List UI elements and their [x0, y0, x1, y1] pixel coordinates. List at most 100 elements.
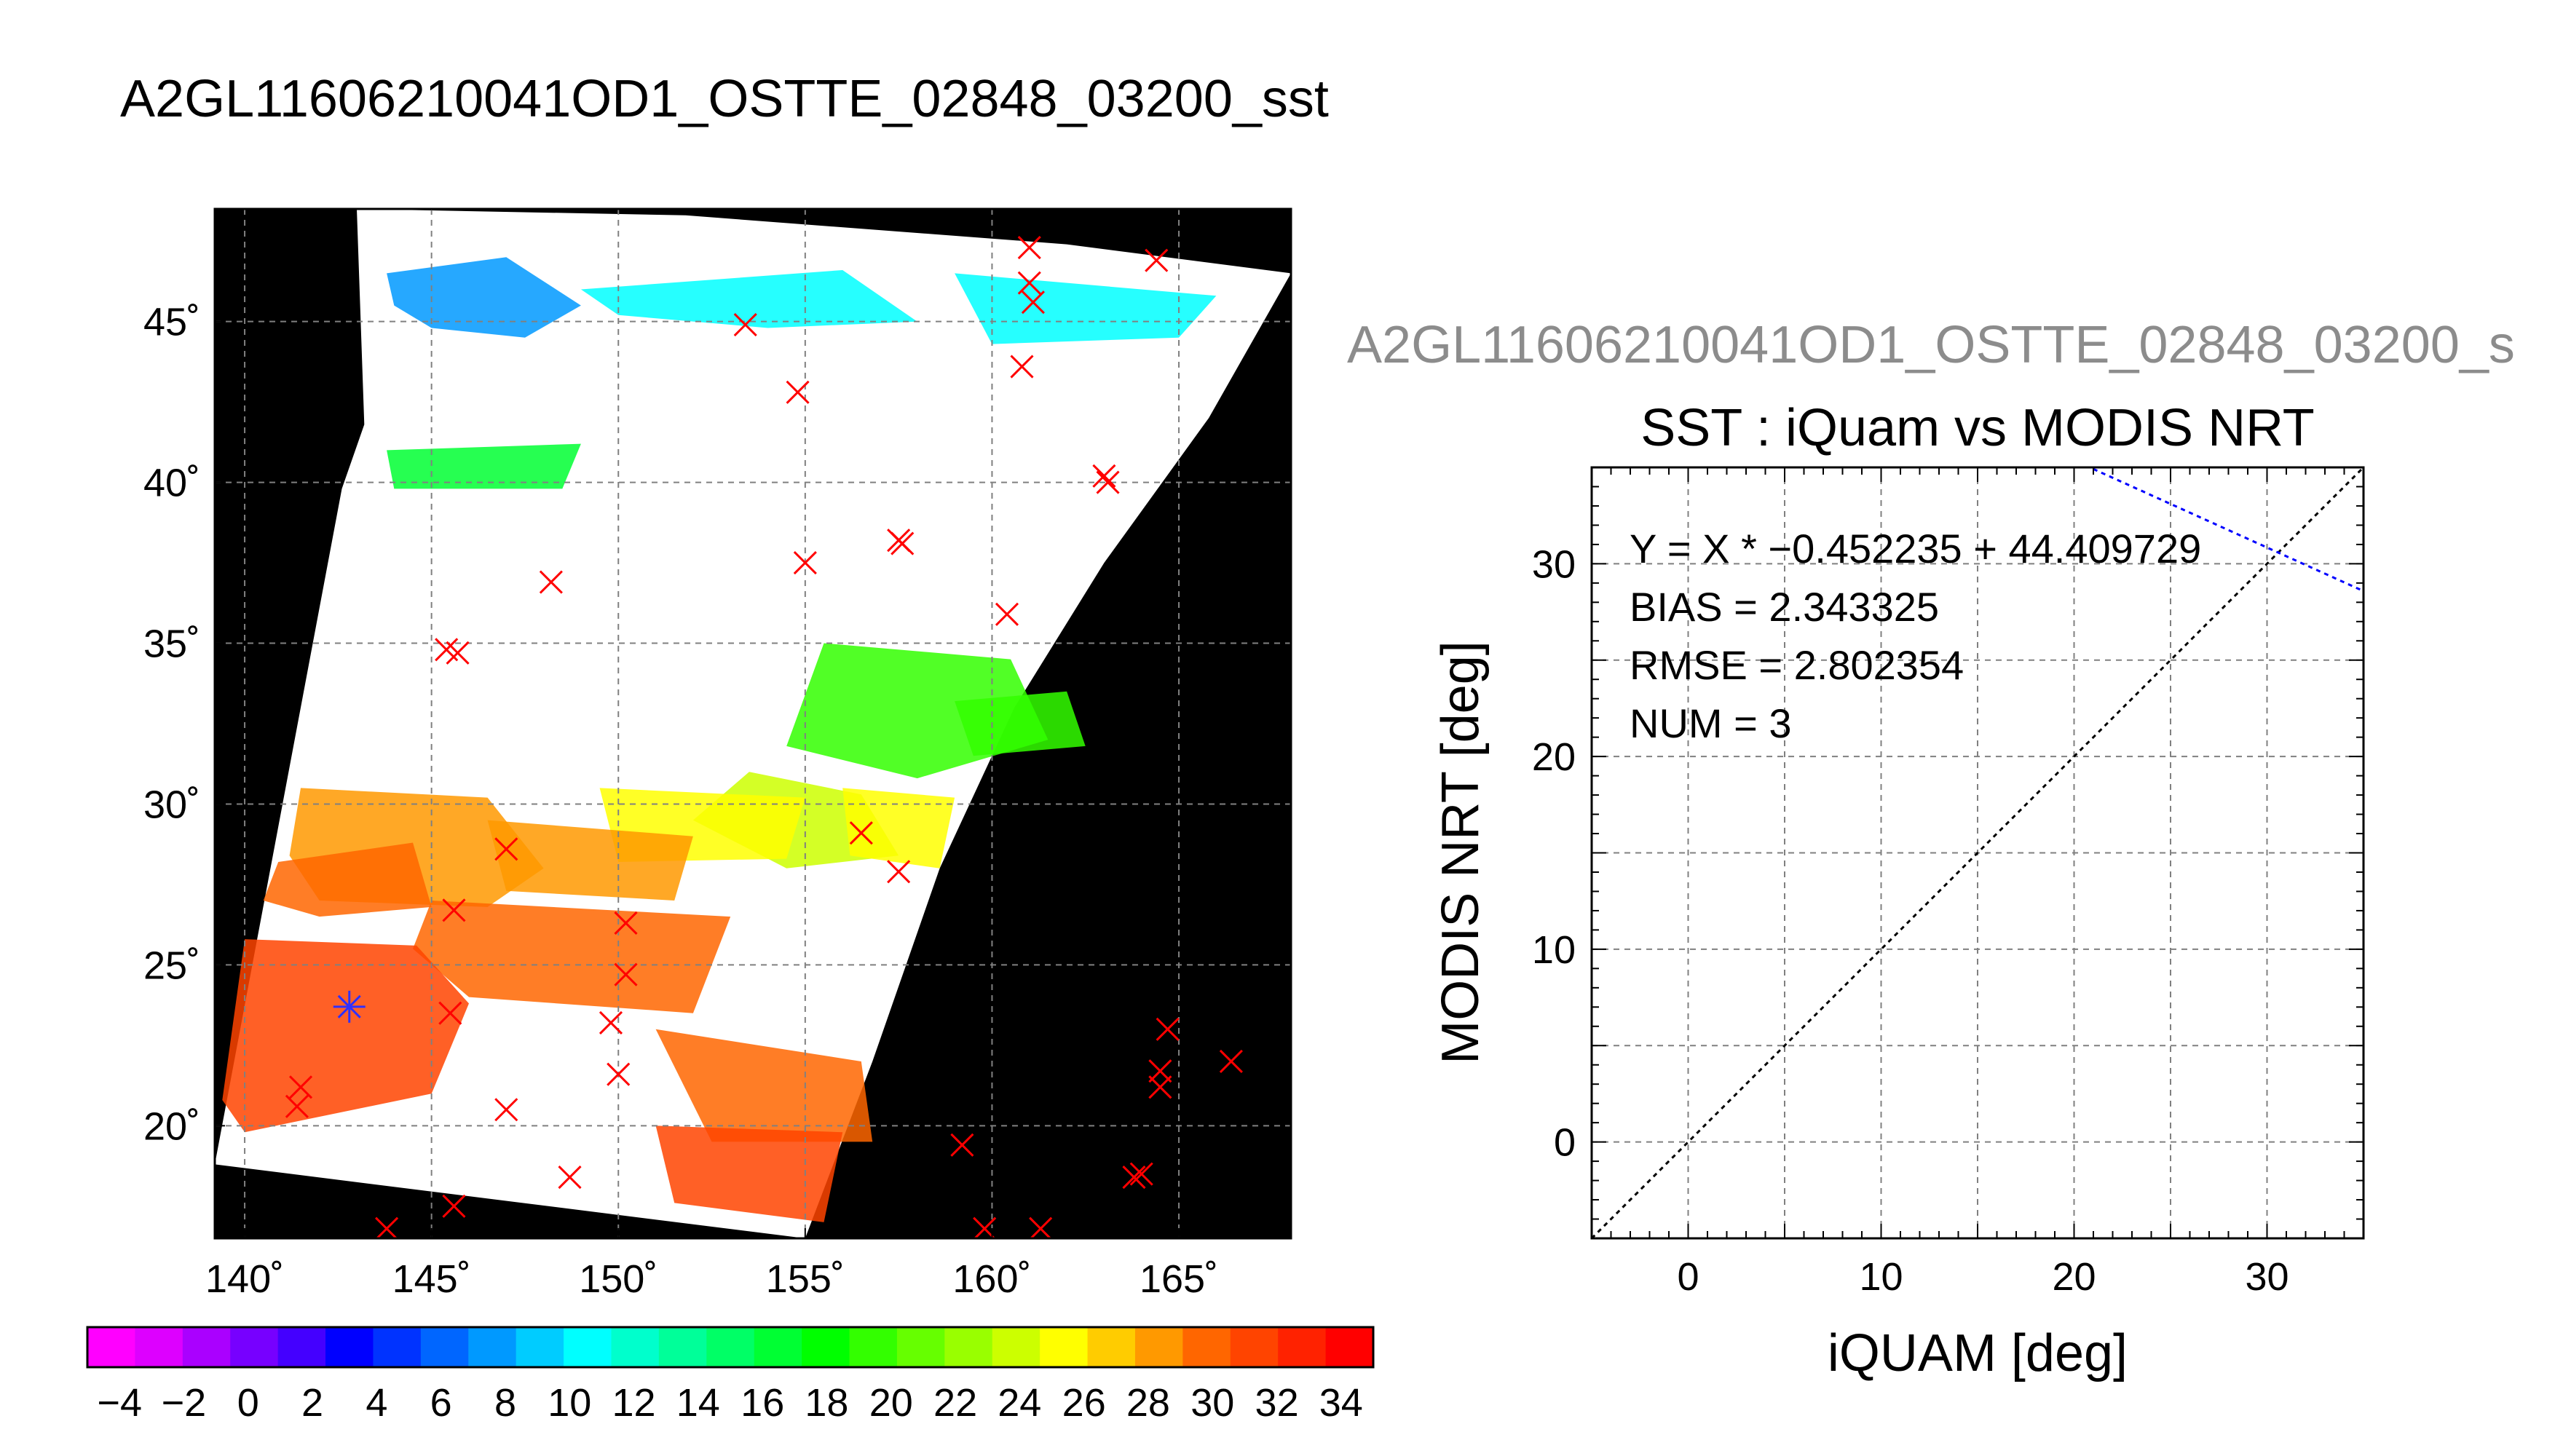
sst-patch [842, 788, 955, 869]
iquam-point [1156, 1017, 1180, 1041]
colorbar-tick-label: −2 [162, 1381, 207, 1425]
colorbar-cell [87, 1327, 136, 1367]
sst-patch [487, 820, 693, 901]
colorbar-cell [706, 1327, 755, 1367]
iquam-point [1096, 470, 1120, 494]
colorbar-cell [1087, 1327, 1136, 1367]
colorbar-tick-label: 26 [1062, 1381, 1106, 1425]
iquam-point [1148, 1075, 1172, 1099]
iquam-point [1010, 355, 1034, 379]
iquam-point [539, 570, 563, 594]
iquam-point [733, 313, 757, 337]
map-xtick-label: 165˚ [1140, 1257, 1218, 1301]
scatter-xtick-label: 10 [1859, 1255, 1903, 1299]
scatter-ytick-label: 30 [1532, 542, 1576, 586]
identity-line [1592, 467, 2364, 1238]
map-xtick-label: 155˚ [766, 1257, 845, 1301]
colorbar-tick-label: 30 [1190, 1381, 1234, 1425]
colorbar-tick-label: 20 [869, 1381, 913, 1425]
scatter-xtick-label: 20 [2052, 1255, 2096, 1299]
colorbar-tick-label: 28 [1126, 1381, 1170, 1425]
colorbar-tick-label: 14 [676, 1381, 720, 1425]
iquam-point [793, 551, 817, 575]
scatter-xtick-label: 30 [2245, 1255, 2289, 1299]
sst-patch [413, 901, 731, 1013]
map-panel: 140˚ 145˚ 150˚ 155˚ 160˚ 165˚ 20˚ 25˚ 30˚ 35˚ 40˚ 4… [143, 207, 1292, 1301]
colorbar-cell [1325, 1327, 1374, 1367]
colorbar-tick-label: 6 [430, 1381, 452, 1425]
map-xtick-label: 150˚ [579, 1257, 657, 1301]
colorbar-cell [1040, 1327, 1089, 1367]
iquam-point [446, 641, 470, 665]
iquam-point [995, 602, 1019, 626]
colorbar-cell [230, 1327, 279, 1367]
colorbar-tick-label: 32 [1255, 1381, 1299, 1425]
sst-patch [580, 270, 917, 328]
scatter-stat-line: RMSE = 2.802354 [1630, 642, 1964, 688]
colorbar-cell [135, 1327, 183, 1367]
iquam-point [1017, 271, 1041, 295]
map-ytick-label: 40˚ [143, 462, 200, 505]
sst-patch [387, 443, 581, 489]
iquam-point [849, 821, 873, 845]
sst-patch [387, 257, 581, 338]
colorbar-cell [992, 1327, 1040, 1367]
colorbar-tick-label: 12 [612, 1381, 655, 1425]
scatter-stats: Y = X * −0.452235 + 44.409729 BIAS = 2.34… [1630, 526, 2201, 746]
map-ytick-label: 45˚ [143, 301, 200, 344]
iquam-point [442, 898, 466, 922]
colorbar-tick-label: 0 [237, 1381, 259, 1425]
iquam-point [599, 1010, 623, 1035]
scatter-ytick-label: 20 [1532, 735, 1576, 779]
map-xtick-label: 160˚ [952, 1257, 1031, 1301]
map-frame [213, 207, 1292, 1240]
map-ytick-label: 20˚ [143, 1104, 200, 1148]
colorbar-cell [944, 1327, 993, 1367]
colorbar-cell [564, 1327, 612, 1367]
iquam-point [558, 1165, 582, 1190]
iquam-point [887, 860, 911, 884]
sst-patch [263, 842, 432, 917]
colorbar-tick-label: 4 [366, 1381, 387, 1425]
scatter-ticks: 0 10 20 30 0 10 20 30 [1532, 467, 2364, 1299]
scatter-xtick-label: 0 [1677, 1255, 1699, 1299]
map-xtick-label: 145˚ [392, 1257, 471, 1301]
iquam-point [1145, 248, 1169, 272]
sst-patch [955, 691, 1086, 756]
colorbar-cell [658, 1327, 707, 1367]
iquam-point [494, 1098, 518, 1122]
colorbar-cell [611, 1327, 660, 1367]
scatter-ytick-label: 10 [1532, 928, 1576, 972]
colorbar-cell [754, 1327, 802, 1367]
map-ytick-label: 30˚ [143, 783, 200, 826]
iquam-point [1021, 290, 1045, 314]
scatter-header: A2GL11606210041OD1_OSTTE_02848_03200_s [1347, 316, 2515, 374]
iquam-point [1092, 464, 1116, 488]
sst-patches [222, 257, 1217, 1222]
colorbar-cells [87, 1327, 1374, 1367]
iquam-point [1122, 1165, 1146, 1190]
colorbar-cell [325, 1327, 374, 1367]
colorbar-cell [1134, 1327, 1183, 1367]
scatter-stat-line: Y = X * −0.452235 + 44.409729 [1630, 526, 2201, 571]
iquam-point [607, 1062, 631, 1086]
iquam-point [288, 1075, 313, 1099]
colorbar-cell [182, 1327, 231, 1367]
scatter-xlabel: iQUAM [deg] [1828, 1324, 2128, 1382]
colorbar-cell [1230, 1327, 1279, 1367]
colorbar-cell [516, 1327, 564, 1367]
colorbar-tick-label: 8 [494, 1381, 516, 1425]
colorbar-tick-label: 18 [805, 1381, 848, 1425]
map-markers [285, 235, 1243, 1238]
scatter-panel: 0 10 20 30 0 10 20 30 Y = X * −0.452235 + 44.40… [1532, 466, 2365, 1299]
scatter-ytick-label: 0 [1554, 1121, 1576, 1165]
map-ticks: 140˚ 145˚ 150˚ 155˚ 160˚ 165˚ 20˚ 25˚ 30˚ 35˚ 40˚ 4… [143, 301, 1218, 1301]
colorbar-tick-label: −4 [97, 1381, 142, 1425]
matchup-point [333, 990, 366, 1023]
iquam-point [1017, 235, 1041, 260]
iquam-point [1129, 1162, 1153, 1186]
scatter-ylabel: MODIS NRT [deg] [1431, 641, 1490, 1064]
map-ytick-label: 35˚ [143, 622, 200, 666]
colorbar: −4 −2 0 2 4 6 8 10 12 14 16 18 20 22 24 26 28 30 32 34 [86, 1326, 1375, 1425]
colorbar-cell [849, 1327, 898, 1367]
